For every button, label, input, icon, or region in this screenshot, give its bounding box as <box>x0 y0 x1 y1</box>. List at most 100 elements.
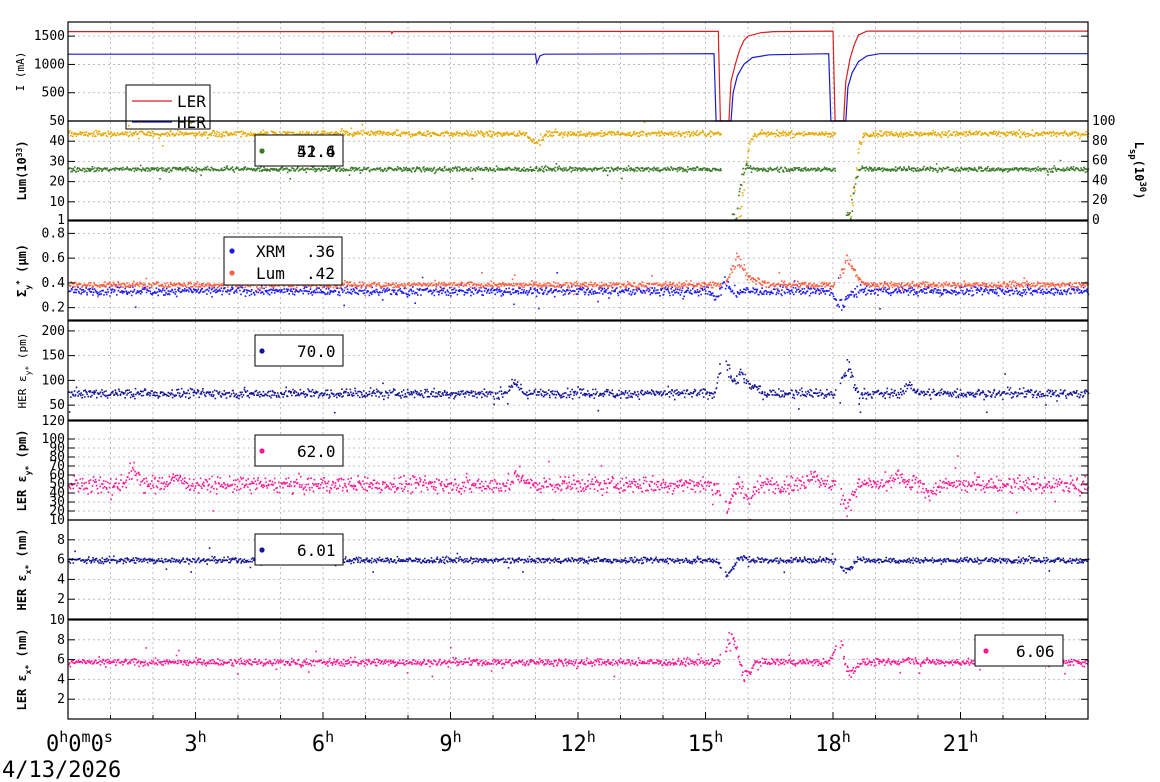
legend: 70.0 <box>254 334 344 367</box>
y-axis-title: HER εx* (nm) <box>15 529 33 611</box>
y-tick-label: 90 <box>49 441 65 456</box>
panel-current: 500 1000 1500 I (mA) LER HER <box>14 21 1089 132</box>
y-tick-label: 20 <box>49 504 65 519</box>
y2-tick-label: 60 <box>1092 154 1108 169</box>
series-points <box>68 121 1090 222</box>
legend-value: .36 <box>306 242 335 261</box>
y-tick-label: 0.2 <box>42 301 65 316</box>
y-axis-title: LER εx* (nm) <box>15 629 33 711</box>
legend-marker <box>229 270 235 276</box>
series-xrm <box>68 272 1090 311</box>
y-tick-label: 120 <box>42 414 65 429</box>
legend: 6.01 <box>254 533 344 566</box>
legend: 6.06 <box>974 634 1064 667</box>
series-line <box>68 30 1088 122</box>
panel-ler_ex: 2 4 6 8 10 LER εx* (nm) 6.06 <box>15 613 1090 720</box>
x-tick-label: 3h <box>184 728 206 757</box>
legend-marker <box>259 547 265 553</box>
x-date-label: 4/13/2026 <box>2 758 121 782</box>
y-tick-label: 80 <box>49 450 65 465</box>
series-line <box>68 53 1088 122</box>
y-tick-label: 50 <box>49 477 65 492</box>
x-tick-label: 0h0m0s <box>46 728 113 757</box>
legend-box <box>223 236 343 286</box>
panel-frame <box>67 420 1089 521</box>
y2-tick-label: 100 <box>1092 114 1115 129</box>
y2-tick-label: 80 <box>1092 134 1108 149</box>
y-tick-label: 4 <box>57 672 65 687</box>
y2-tick-label: 0 <box>1092 213 1100 228</box>
legend-value: 70.0 <box>297 342 336 361</box>
series-lsp <box>68 158 1090 222</box>
y-tick-label: 30 <box>49 495 65 510</box>
legend-value: 6.01 <box>297 541 336 560</box>
legend: 62.0 <box>254 434 344 467</box>
y-tick-label: 50 <box>49 398 65 413</box>
legend-value: 62.0 <box>297 442 336 461</box>
y-tick-label: 6 <box>57 653 65 668</box>
y-tick-label: 10 <box>49 513 65 528</box>
y-tick-label: 20 <box>49 175 65 190</box>
legend-value: 6.06 <box>1016 642 1055 661</box>
y-tick-label: 500 <box>42 86 65 101</box>
y-tick-label: 10 <box>49 613 65 628</box>
series-points <box>68 547 1090 578</box>
y-tick-label: 0.8 <box>42 226 65 241</box>
y-tick-label: 40 <box>49 486 65 501</box>
legend-value: 52.6 <box>297 142 336 161</box>
y-tick-label: 200 <box>42 324 65 339</box>
y-tick-label: 1000 <box>34 57 65 72</box>
y2-axis-title: Lsp(1030) <box>1127 142 1147 200</box>
vertical-grid <box>110 22 1046 719</box>
x-axis: 0h0m0s 3h 6h 9h 12h 15h 18h 21h 4/13/2026 <box>2 712 1089 782</box>
panel-frame <box>67 519 1089 620</box>
panel-frame <box>67 320 1089 421</box>
legend-marker <box>259 448 265 454</box>
legend-name: XRM <box>256 242 285 261</box>
panel-her_ex: 2 4 6 8 HER εx* (nm) 6.01 <box>15 519 1090 620</box>
series-her-ex <box>68 547 1090 578</box>
y-tick-label: 2 <box>57 692 65 707</box>
legend-value: 41.4 <box>297 142 336 161</box>
y-tick-label: 8 <box>57 633 65 648</box>
legend-box <box>254 334 344 367</box>
x-tick-label: 6h <box>312 728 334 757</box>
legend-marker <box>229 248 235 254</box>
y2-tick-label: 40 <box>1092 173 1108 188</box>
series-her <box>68 53 1088 122</box>
y-tick-label: 50 <box>49 114 65 129</box>
y-tick-label: 6 <box>57 553 65 568</box>
y-tick-label: 30 <box>49 154 65 169</box>
x-tick-label: 18h <box>815 728 851 757</box>
series-points <box>68 272 1090 311</box>
x-tick-label: 12h <box>560 728 596 757</box>
legend: LER HER <box>125 84 211 132</box>
y-tick-label: 1 <box>57 213 65 228</box>
legend: XRM .36 Lum .42 <box>223 236 343 286</box>
legend-label: LER <box>177 92 206 111</box>
y-axis-title: LER εy* (pm) <box>15 430 33 512</box>
y-tick-label: 8 <box>57 533 65 548</box>
y-tick-label: 0.4 <box>42 276 66 291</box>
y-tick-label: 100 <box>42 373 65 388</box>
y-tick-label: 0.6 <box>42 251 65 266</box>
y-axis-title: I (mA) <box>14 52 27 92</box>
series-points <box>68 252 1089 298</box>
panel-frame <box>67 21 1089 122</box>
y-tick-label: 70 <box>49 459 65 474</box>
panel-frame <box>67 120 1089 221</box>
y-tick-label: 150 <box>42 349 65 364</box>
x-tick-label: 15h <box>688 728 724 757</box>
legend-box <box>254 434 344 467</box>
legend: 52.641.4 <box>254 134 344 167</box>
series-lum <box>68 121 1090 222</box>
legend-value: .42 <box>306 264 335 283</box>
y-axis-title: Lum(1033) <box>15 140 30 200</box>
x-tick-label: 9h <box>439 728 461 757</box>
series-ler <box>68 30 1088 122</box>
panel-frame <box>67 220 1089 321</box>
legend-name: Lum <box>256 264 285 283</box>
legend-label: HER <box>177 113 206 132</box>
